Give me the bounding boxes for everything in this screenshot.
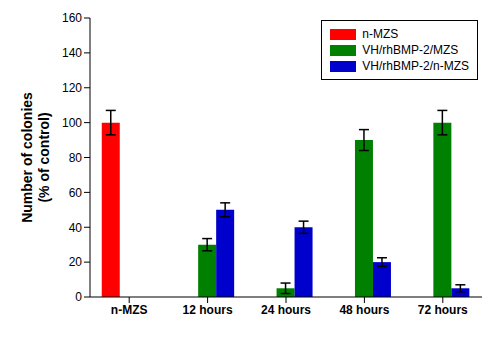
- svg-text:20: 20: [69, 255, 83, 269]
- svg-text:48 hours: 48 hours: [339, 303, 389, 317]
- html-text:VH/rhBMP-2/MZS: VH/rhBMP-2/MZS: [362, 43, 459, 57]
- svg-text:n-MZS: n-MZS: [111, 303, 148, 317]
- svg-text:12 hours: 12 hours: [183, 303, 233, 317]
- svg-text:140: 140: [62, 46, 82, 60]
- svg-text:24 hours: 24 hours: [261, 303, 311, 317]
- svg-text:100: 100: [62, 116, 82, 130]
- html-text:VH/rhBMP-2/n-MZS: VH/rhBMP-2/n-MZS: [362, 59, 469, 73]
- svg-text:160: 160: [62, 11, 82, 25]
- svg-text:Number of colonies(% of contro: Number of colonies(% of control): [19, 92, 52, 223]
- svg-text:60: 60: [69, 186, 83, 200]
- svg-text:72 hours: 72 hours: [418, 303, 468, 317]
- svg-text:40: 40: [69, 221, 83, 235]
- svg-text:80: 80: [69, 151, 83, 165]
- html-text:n-MZS: n-MZS: [362, 27, 399, 41]
- svg-text:120: 120: [62, 81, 82, 95]
- svg-text:0: 0: [75, 290, 82, 304]
